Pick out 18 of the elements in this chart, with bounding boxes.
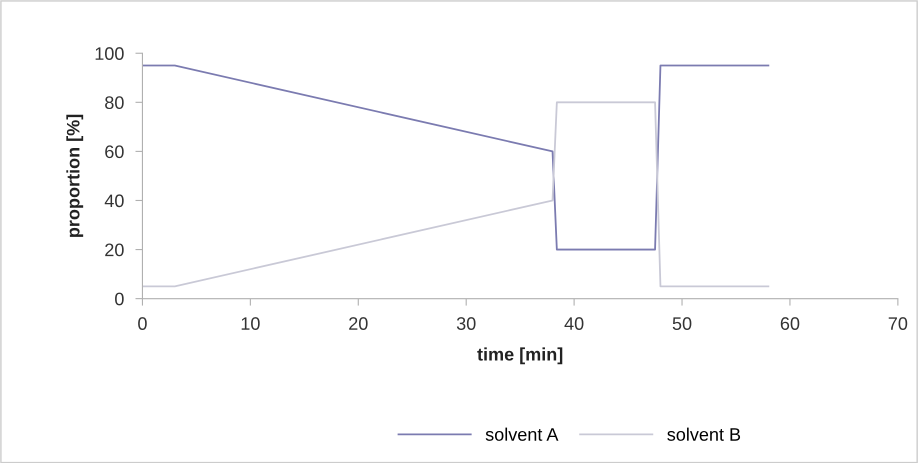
- legend-label: solvent A: [486, 428, 558, 441]
- legend-label: solvent B: [667, 428, 740, 441]
- x-tick-label: 50: [672, 317, 692, 330]
- x-tick-label: 40: [564, 317, 584, 330]
- x-tick-label: 60: [780, 317, 800, 330]
- y-tick-label: 0: [115, 292, 124, 306]
- x-axis-title: time [min]: [477, 347, 562, 364]
- y-tick-label: 40: [104, 194, 124, 208]
- x-tick-label: 70: [888, 317, 908, 330]
- x-tick-label: 20: [349, 317, 368, 330]
- y-tick-label: 60: [105, 145, 124, 158]
- y-tick-label: 20: [105, 243, 124, 256]
- y-tick-label: 100: [96, 47, 124, 60]
- y-axis-title: proportion [%]: [66, 114, 84, 237]
- x-tick-label: 0: [138, 317, 147, 330]
- x-tick-label: 10: [242, 317, 260, 330]
- y-tick-label: 80: [105, 96, 124, 110]
- x-tick-label: 30: [456, 317, 476, 330]
